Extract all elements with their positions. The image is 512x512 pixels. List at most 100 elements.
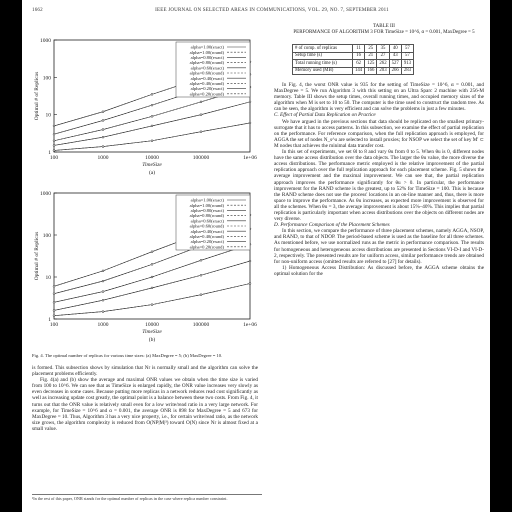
data-point [248, 100, 252, 104]
data-point [199, 100, 203, 104]
data-point [52, 301, 56, 304]
table-row: Setup time (s) 16 21 27 43 57 [292, 51, 415, 60]
data-point [52, 144, 56, 147]
data-point [101, 290, 105, 293]
right-paragraph: We have argued in the previous sections … [274, 118, 484, 149]
data-point [199, 293, 203, 296]
legend-entry: alpha=0.20(round) [190, 244, 225, 249]
table-cell: 21 [364, 51, 378, 60]
series-line [53, 244, 251, 303]
legend-entry: alpha=1.00(exact) [191, 45, 225, 50]
table-row-label: Memory used (MB) [292, 66, 353, 75]
legend-entry: alpha=0.40(exact) [191, 229, 225, 234]
journal-title: IEEE JOURNAL ON SELECTED AREAS IN COMMUN… [155, 8, 389, 13]
table-row: # of comp. of replicas 11 25 35 40 57 [292, 44, 415, 53]
legend-entry: alpha=0.20(exact) [191, 86, 225, 91]
data-point [150, 124, 154, 128]
data-point [150, 250, 154, 253]
data-point [150, 275, 154, 279]
y-tick-label: 100 [43, 75, 52, 81]
table-title: TABLE III PERFORMANCE OF ALGORITHM 3 FOR… [284, 24, 484, 36]
panel-label: (a) [149, 169, 155, 176]
legend-entry: alpha=0.60(round) [190, 224, 225, 229]
table-cell: 11 [351, 44, 366, 53]
legend-entry: alpha=0.20(round) [190, 91, 225, 96]
data-point [150, 263, 154, 266]
legend-entry: alpha=0.80(round) [190, 213, 225, 218]
data-point [101, 279, 105, 283]
footnote: ¹In the rest of this paper, ONR stands f… [32, 494, 262, 501]
plot-frame [53, 192, 251, 320]
table-row: Memory used (MB) 144 166 203 266 283 [292, 66, 415, 75]
x-tick-label: 1000 [98, 322, 109, 328]
x-tick-label: 100000 [193, 322, 210, 328]
table-cell: 283 [400, 66, 415, 75]
data-point [248, 121, 252, 125]
y-tick-label: 10 [46, 275, 52, 281]
table-cell: 125 [364, 59, 378, 68]
table-iii: # of comp. of replicas 11 25 35 40 57 Setup ti… [292, 44, 415, 75]
data-point [101, 119, 105, 122]
x-tick-label: 100 [50, 155, 59, 161]
data-point [52, 124, 56, 128]
data-point [52, 314, 56, 317]
right-paragraph: 1) Homogeneous Access Distribution: As d… [274, 264, 484, 277]
data-point [199, 113, 203, 116]
data-point [101, 145, 105, 148]
paper-page: 1662 IEEE JOURNAL ON SELECTED AREAS IN C… [22, 0, 490, 512]
data-point [101, 269, 105, 273]
table-row: Total running time (s) 62 125 262 527 913 [292, 59, 415, 68]
left-column-text: is formed. This subsection shows by simu… [32, 365, 258, 432]
x-tick-label: 100 [50, 322, 59, 328]
left-paragraph: Fig. 4(a) and (b) show the average and m… [32, 377, 258, 432]
data-point [52, 292, 56, 295]
right-column-text: In Fig. 4, the worst ONR value is 935 fo… [274, 82, 484, 277]
series-line [53, 260, 251, 311]
legend-entry: alpha=0.80(exact) [191, 208, 225, 213]
page-number: 1662 [32, 8, 43, 13]
data-point [52, 139, 56, 142]
legend-entry: alpha=0.60(exact) [191, 65, 225, 70]
y-tick-label: 100 [43, 233, 52, 239]
data-point [248, 259, 252, 263]
data-point [150, 115, 154, 118]
legend-box [175, 41, 251, 98]
legend-entry: alpha=1.00(exact) [191, 198, 225, 203]
y-axis-label: Optimal # of Replicas [33, 232, 40, 280]
legend-entry: alpha=0.60(exact) [191, 218, 225, 223]
table-row-label: Total running time (s) [292, 59, 353, 68]
section-heading-c: C. Effect of Partial Data Replication on… [274, 112, 376, 119]
data-point [199, 274, 203, 277]
data-point [150, 286, 154, 290]
series-line [53, 122, 251, 151]
x-tick-label: 10000 [145, 155, 159, 161]
data-point [52, 149, 56, 152]
x-tick-label: 100000 [193, 155, 210, 161]
legend-entry: alpha=0.40(exact) [191, 76, 225, 81]
x-tick-label: 1000 [98, 155, 109, 161]
series-line [53, 122, 251, 151]
right-paragraph: In Fig. 4, the worst ONR value is 935 fo… [274, 82, 484, 113]
table-cell: 40 [388, 44, 402, 53]
data-point [101, 135, 105, 139]
legend-entry: alpha=0.40(round) [190, 81, 225, 86]
legend-entry: alpha=1.00(round) [190, 203, 225, 208]
data-point [150, 303, 154, 306]
table-cell: 913 [400, 59, 415, 68]
legend-box [175, 194, 251, 251]
table-cell: 166 [364, 66, 378, 75]
x-axis-label: TimeSize [142, 162, 162, 168]
right-paragraph: In this set of experiments, we set θl to… [274, 149, 484, 223]
data-point [150, 93, 154, 96]
data-point [52, 133, 56, 136]
x-tick-label: 1e+06 [243, 322, 257, 328]
table-cell: 266 [388, 66, 402, 75]
right-paragraph: In this section, we compare the performa… [274, 228, 484, 265]
section-heading-d: D. Performance Comparison of the Placeme… [274, 222, 390, 229]
table-cell: 62 [351, 59, 366, 68]
x-tick-label: 1e+06 [243, 155, 257, 161]
table-cell: 43 [388, 51, 402, 60]
y-axis-label: Optimal # of Replicas [33, 72, 40, 120]
series-line [53, 260, 251, 311]
legend-entry: alpha=0.80(exact) [191, 55, 225, 60]
